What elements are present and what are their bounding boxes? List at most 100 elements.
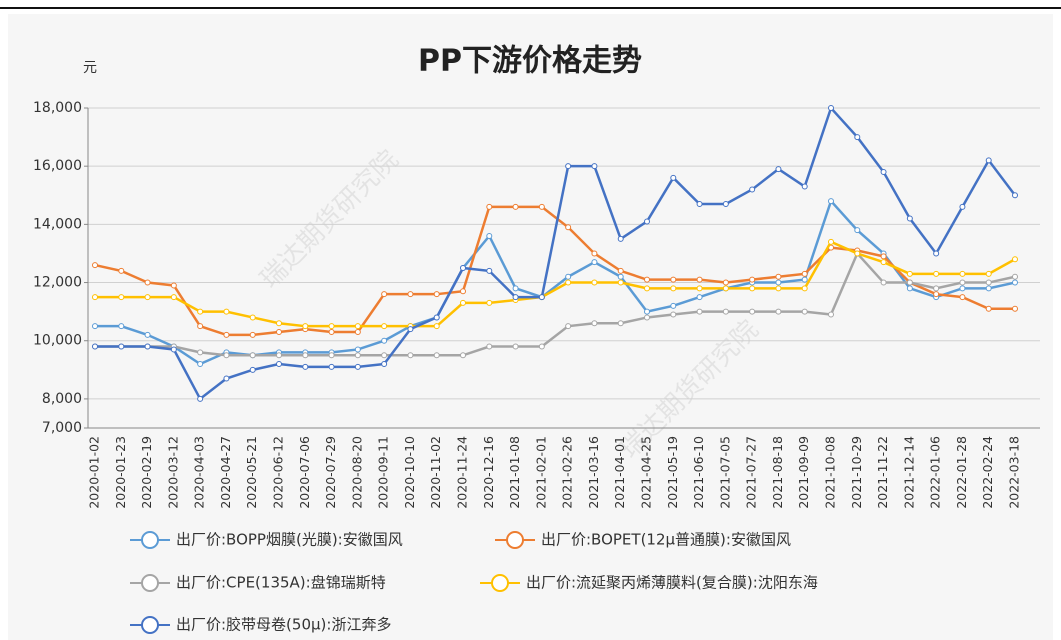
point [249,314,256,321]
x-tick-label: 2021-01-08 [507,436,522,509]
x-tick-label: 2021-11-22 [875,436,890,509]
y-tick-label: 7,000 [42,420,82,436]
point [92,262,98,269]
point [696,294,703,301]
point [1012,305,1018,312]
x-tick-label: 2020-04-27 [218,436,233,509]
point [749,276,756,283]
x-tick-label: 2020-09-11 [376,436,391,509]
x-tick-label: 2022-01-06 [928,436,943,509]
point [276,361,282,367]
point [985,157,992,164]
point [407,352,414,359]
x-tick-label: 2021-04-25 [639,436,654,509]
point [565,273,572,280]
point [486,299,493,306]
point [433,323,440,330]
x-tick-label: 2021-05-19 [665,436,680,509]
x-tick-label: 2020-04-03 [192,436,207,509]
legend-marker [141,616,159,634]
point [670,276,677,283]
series-line [94,205,1015,337]
point [276,352,282,359]
point [328,363,335,370]
point [512,294,519,301]
point [565,323,572,330]
point [801,183,808,190]
x-tick-label: 2020-01-23 [113,436,128,509]
point [223,352,230,359]
point [1012,192,1018,199]
point [749,308,756,315]
x-tick-label: 2020-03-12 [165,436,180,509]
x-tick-label: 2020-10-10 [402,436,417,509]
point [170,346,177,353]
point [801,276,808,283]
point [591,279,598,286]
point [906,285,913,292]
point [591,250,598,257]
point [302,323,309,330]
x-tick-label: 2020-06-12 [271,436,286,509]
point [670,285,677,292]
point [1012,256,1018,263]
point [223,308,230,315]
point [906,270,913,277]
point [591,259,598,266]
x-tick-label: 2020-07-29 [323,436,338,509]
point [722,285,729,292]
y-tick-label: 16,000 [33,158,82,174]
y-tick-label: 12,000 [33,275,82,291]
point [696,201,703,207]
x-tick-label: 2021-02-26 [560,436,575,509]
point [959,285,966,292]
point [92,294,98,301]
point [933,250,940,257]
point [906,215,913,222]
point [906,279,913,286]
point [486,233,493,239]
point [617,267,624,274]
point [985,270,992,277]
point [933,270,940,277]
point [670,174,677,181]
point [985,285,992,292]
point [644,314,650,321]
point [433,291,440,298]
point [302,363,309,370]
legend-marker [491,574,509,592]
point [433,314,440,321]
point [591,320,598,327]
x-tick-label: 2021-04-01 [612,436,627,509]
point [381,323,388,330]
x-tick-label: 2020-02-19 [139,436,154,509]
point [696,276,703,283]
point [854,250,861,257]
point [512,203,519,210]
legend-marker [141,531,159,549]
point [617,320,624,327]
point [354,323,361,330]
point [880,279,887,286]
point [644,218,650,225]
point [381,361,388,367]
x-tick-label: 2020-07-06 [297,436,312,509]
point [328,329,335,335]
point [302,352,309,359]
chart-title: PP下游价格走势 [418,44,642,79]
point [775,166,782,173]
legend-marker [141,574,159,592]
series-line [95,105,1016,401]
point [617,279,624,286]
point [170,282,177,289]
point [118,294,125,301]
series-line [95,251,1016,357]
point [354,363,361,370]
point [959,294,966,301]
point [801,270,808,277]
point [1012,279,1018,286]
point [722,308,729,315]
point [354,329,361,335]
point [828,238,834,245]
